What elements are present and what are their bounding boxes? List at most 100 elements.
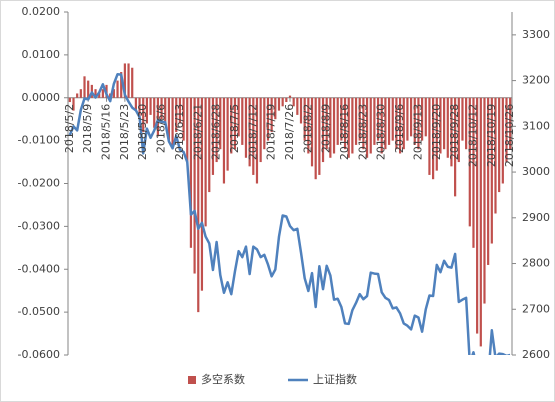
bar [241, 97, 244, 145]
x-tick-label: 2018/10/19 [485, 104, 498, 167]
bar [296, 97, 299, 115]
bar [457, 97, 460, 163]
bar [402, 97, 405, 150]
bar [182, 97, 185, 141]
bar [490, 97, 493, 244]
bar [505, 97, 508, 163]
bar [358, 97, 361, 141]
bar [354, 97, 358, 145]
bar [494, 97, 497, 214]
y-tick-label: -0.0600 [18, 348, 60, 361]
bar [329, 97, 332, 158]
bar [98, 93, 101, 98]
bar [498, 97, 501, 193]
bar [479, 97, 482, 347]
bar [156, 97, 160, 137]
bar [446, 97, 449, 158]
y2-tick-label: 3200 [522, 74, 550, 87]
y2-tick-label: 2900 [522, 211, 550, 224]
bar [439, 97, 442, 154]
bar [142, 97, 145, 133]
bar [285, 97, 288, 103]
bar [112, 89, 115, 98]
bar [325, 97, 328, 150]
bar [465, 97, 468, 150]
x-tick-label: 2018/6/6 [155, 104, 168, 153]
bar [248, 97, 251, 167]
bar [116, 80, 119, 98]
bar [134, 97, 137, 111]
bar [83, 76, 86, 98]
bar [487, 97, 490, 265]
bar [277, 97, 281, 111]
bar [468, 97, 471, 227]
bar [255, 97, 259, 184]
bar [270, 97, 273, 133]
x-tick-label: 2018/5/30 [136, 104, 149, 160]
bar [226, 97, 229, 171]
x-tick-label: 2018/5/2 [63, 104, 76, 153]
x-tick-label: 2018/7/19 [265, 104, 278, 160]
x-tick-label: 2018/9/13 [411, 104, 424, 160]
bar [193, 97, 196, 274]
bar [149, 97, 152, 115]
x-tick-label: 2018/10/12 [466, 104, 479, 167]
bar [461, 97, 464, 141]
bar [87, 80, 90, 98]
bar [380, 97, 383, 154]
x-tick-label: 2018/6/13 [173, 104, 186, 160]
bar [369, 97, 372, 154]
x-tick-label: 2018/7/26 [283, 104, 296, 160]
bar [406, 97, 409, 141]
bar [454, 97, 457, 197]
bar [131, 67, 134, 98]
labels: -0.0600 -0.0500 -0.0400 -0.0300 -0.0200 -0.01… [18, 5, 550, 386]
bar [288, 95, 292, 98]
bar [384, 97, 387, 150]
bar [483, 97, 486, 304]
bar [259, 97, 262, 163]
bar [94, 89, 97, 98]
bar [145, 97, 148, 124]
bar [211, 97, 215, 175]
bar [263, 97, 266, 150]
bar [365, 97, 369, 158]
bar [160, 97, 163, 120]
bar [443, 97, 446, 150]
x-tick-label: 2018/8/16 [338, 104, 351, 160]
y2-tick-label: 3000 [522, 165, 550, 178]
bar [120, 72, 123, 98]
x-tick-label: 2018/8/30 [375, 104, 388, 160]
x-tick-label: 2018/7/5 [228, 104, 241, 153]
x-tick-label: 2018/6/28 [210, 104, 223, 160]
bar [336, 97, 339, 145]
bar [347, 97, 350, 158]
y-tick-label: 0.0000 [22, 91, 61, 104]
bar [340, 97, 343, 141]
bar [472, 97, 475, 248]
y2-tick-label: 2800 [522, 257, 550, 270]
bar [274, 97, 277, 120]
bar [230, 97, 233, 154]
bar [204, 97, 207, 227]
bar [395, 97, 398, 150]
bar [208, 97, 211, 193]
bar [362, 97, 365, 150]
bar [215, 97, 218, 163]
x-tick-label: 2018/8/9 [320, 104, 333, 153]
bar [127, 63, 130, 98]
bar [175, 97, 178, 133]
bar [432, 97, 435, 180]
x-tick-label: 2018/5/23 [118, 104, 131, 160]
bar [318, 97, 321, 175]
bar [343, 97, 347, 150]
x-tick-label: 2018/6/21 [191, 104, 204, 160]
x-tick-label: 2018/9/28 [448, 104, 461, 160]
y-tick-label: 0.0200 [22, 5, 61, 18]
bar [413, 97, 416, 145]
bar [72, 97, 75, 111]
bar [233, 97, 237, 150]
bar [310, 97, 314, 167]
